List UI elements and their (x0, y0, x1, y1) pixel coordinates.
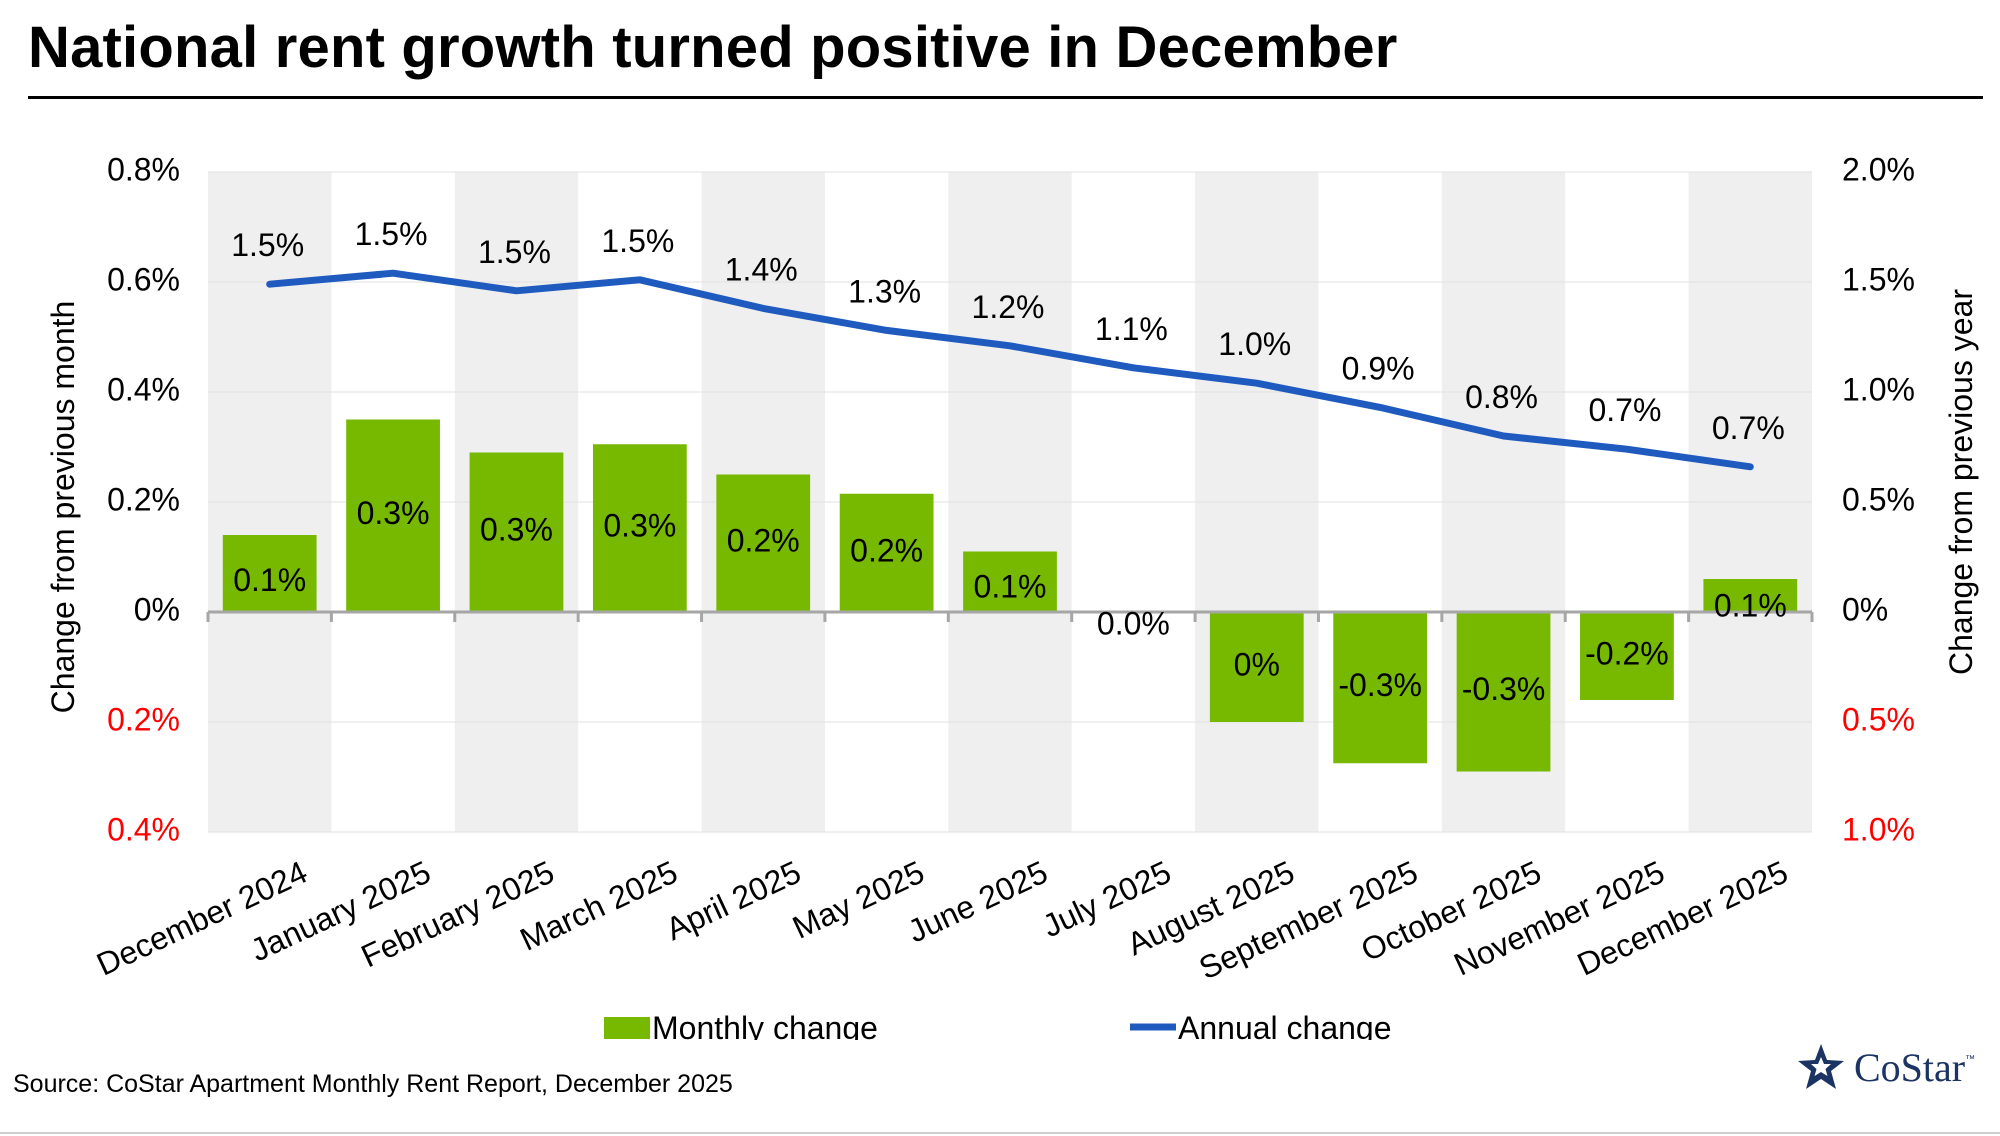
right-tick-3: 0.5% (1842, 481, 1915, 517)
line-label-12: 0.7% (1712, 410, 1785, 446)
bar-2 (469, 452, 564, 612)
bar-label-0: 0.1% (233, 562, 306, 598)
right-axis-title: Change from previous year (1943, 289, 1979, 675)
bar-0 (222, 535, 317, 612)
bar-label-5: 0.2% (850, 532, 923, 568)
line-label-9: 0.9% (1342, 350, 1415, 386)
annual-change-line (266, 269, 1754, 471)
x-label-11: November 2025 (1448, 854, 1670, 983)
bar-label-3: 0.3% (603, 508, 676, 544)
x-label-5: May 2025 (787, 854, 930, 946)
line-label-4: 1.4% (725, 251, 798, 287)
left-tick-4: 0% (134, 591, 180, 627)
bar-4 (716, 474, 811, 612)
left-tick-6: 0.4% (107, 811, 180, 847)
left-axis-ticks: 0.8% 0.6% 0.4% 0.2% 0% 0.2% 0.4% (107, 151, 180, 847)
title-divider (28, 96, 1983, 99)
costar-logo: CoStar ™ (1796, 1042, 1975, 1092)
bar-3 (592, 444, 687, 612)
right-tick-4: 0% (1842, 591, 1888, 627)
x-label-12: December 2025 (1572, 854, 1794, 983)
bar-12 (1703, 579, 1798, 612)
left-axis-title: Change from previous month (45, 301, 81, 714)
bar-label-11: -0.2% (1585, 635, 1669, 671)
line-label-2: 1.5% (478, 234, 551, 270)
bar-8 (1209, 612, 1304, 722)
monthly-bars (222, 419, 1798, 772)
bar-label-2: 0.3% (480, 512, 553, 548)
bar-10 (1456, 612, 1551, 772)
rent-growth-chart: 0.1% 0.3% 0.3% 0.3% 0.2% 0.2% 0.1% 0.0% 0% -0.3% -… (45, 151, 1979, 1040)
bar-6 (963, 551, 1057, 612)
line-label-10: 0.8% (1465, 379, 1538, 415)
legend-monthly-swatch (604, 1017, 650, 1039)
right-tick-2: 1.0% (1842, 371, 1915, 407)
bar-label-4: 0.2% (727, 523, 800, 559)
bar-label-7: 0.0% (1097, 605, 1170, 641)
line-label-1: 1.5% (355, 216, 428, 252)
right-tick-6: 1.0% (1842, 811, 1915, 847)
right-axis-ticks: 2.0% 1.5% 1.0% 0.5% 0% 0.5% 1.0% (1842, 151, 1915, 847)
left-tick-5: 0.2% (107, 701, 180, 737)
line-label-7: 1.1% (1095, 311, 1168, 347)
zero-axis (206, 610, 1814, 622)
right-tick-0: 2.0% (1842, 151, 1915, 187)
bar-label-8: 0% (1234, 646, 1280, 682)
line-data-labels: 1.5% 1.5% 1.5% 1.5% 1.4% 1.3% 1.2% 1.1% 1.0% 0.9%… (231, 216, 1785, 446)
right-tick-1: 1.5% (1842, 261, 1915, 297)
line-label-0: 1.5% (231, 227, 304, 263)
line-label-8: 1.0% (1218, 326, 1291, 362)
left-tick-0: 0.8% (107, 151, 180, 187)
costar-star-icon (1798, 1044, 1844, 1089)
bar-9 (1333, 612, 1428, 764)
legend-monthly-label: Monthly change (652, 1010, 878, 1040)
legend: Monthly change Annual change (604, 1010, 1392, 1040)
bar-5 (839, 493, 934, 612)
bar-1 (346, 419, 440, 612)
left-tick-1: 0.6% (107, 261, 180, 297)
right-tick-5: 0.5% (1842, 701, 1915, 737)
x-label-0: December 2024 (91, 854, 313, 983)
x-label-4: April 2025 (660, 854, 806, 948)
chart-title: National rent growth turned positive in … (28, 15, 1398, 80)
left-tick-3: 0.2% (107, 481, 180, 517)
logo-text: CoStar (1854, 1044, 1966, 1090)
bar-data-labels: 0.1% 0.3% 0.3% 0.3% 0.2% 0.2% 0.1% 0.0% 0% -0.3% -… (233, 495, 1787, 707)
annual-line-group (266, 269, 1754, 471)
line-label-3: 1.5% (601, 223, 674, 259)
line-label-5: 1.3% (848, 273, 921, 309)
left-tick-2: 0.4% (107, 371, 180, 407)
bar-label-12: 0.1% (1714, 587, 1787, 623)
footer-divider (0, 1132, 2000, 1134)
line-label-6: 1.2% (972, 289, 1045, 325)
grid-lines (208, 171, 1812, 833)
bar-label-10: -0.3% (1462, 671, 1546, 707)
bar-label-1: 0.3% (357, 495, 430, 531)
bar-11 (1580, 612, 1674, 700)
bar-label-6: 0.1% (974, 568, 1047, 604)
bar-label-9: -0.3% (1338, 667, 1422, 703)
source-note: Source: CoStar Apartment Monthly Rent Re… (13, 1070, 733, 1098)
logo-trademark: ™ (1965, 1054, 1976, 1065)
legend-annual-label: Annual change (1178, 1010, 1392, 1040)
x-label-6: June 2025 (902, 854, 1053, 950)
line-label-11: 0.7% (1588, 392, 1661, 428)
